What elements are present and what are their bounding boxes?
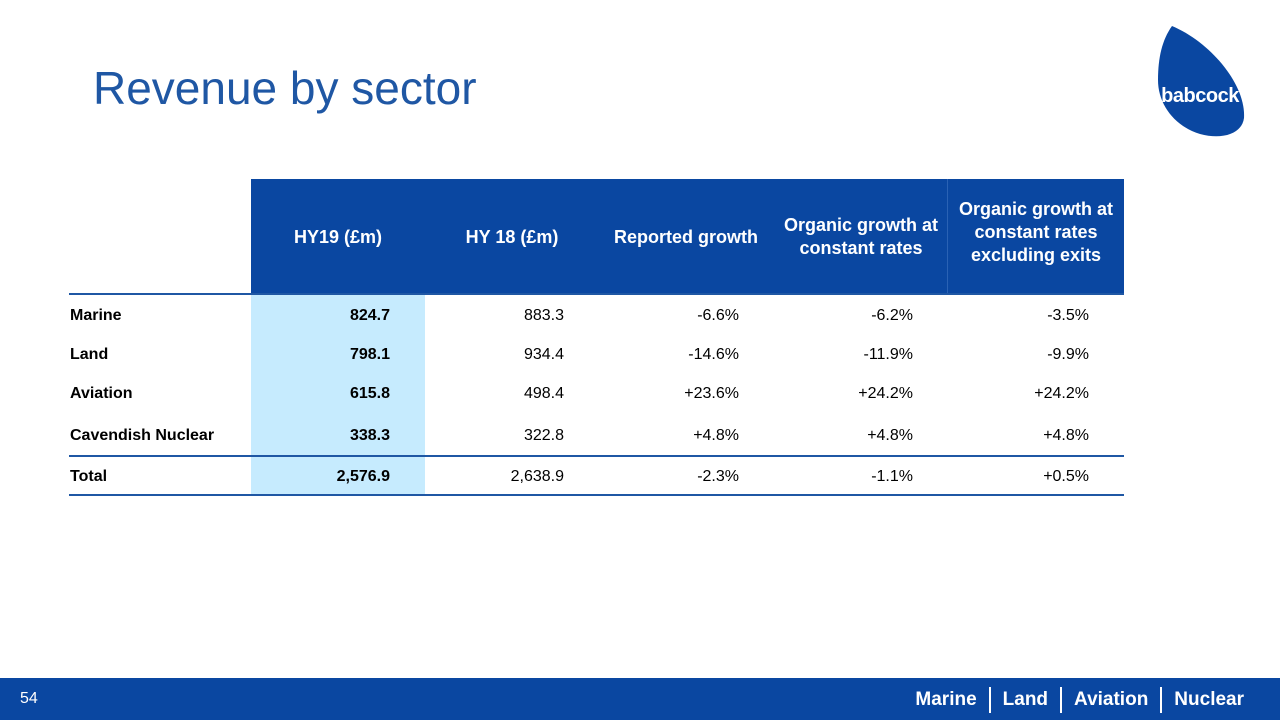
cell-reported: +4.8%	[693, 427, 739, 444]
page-number: 54	[20, 690, 38, 707]
cell-organic: -1.1%	[871, 468, 913, 485]
header-hy19: HY19 (£m)	[293, 226, 383, 247]
cell-organic-ex: -3.5%	[1047, 307, 1089, 324]
nav-separator	[1160, 687, 1163, 713]
header-hy18: HY 18 (£m)	[465, 226, 559, 247]
footer-bar	[0, 678, 1280, 720]
footer-nav-nuclear: Nuclear	[1174, 689, 1244, 710]
page-title: Revenue by sector	[93, 62, 477, 114]
cell-organic: +4.8%	[867, 427, 913, 444]
cell-hy19: 824.7	[349, 307, 390, 324]
babcock-logo	[1158, 26, 1245, 137]
cell-hy18: 322.8	[523, 427, 564, 444]
cell-hy19: 798.1	[349, 346, 390, 363]
footer-nav-aviation: Aviation	[1074, 689, 1149, 710]
cell-organic-ex: +24.2%	[1034, 385, 1089, 402]
row-label-cavendish-nuclear: Cavendish Nuclear	[70, 427, 215, 444]
cell-reported: +23.6%	[684, 385, 739, 402]
cell-hy18: 498.4	[523, 385, 564, 402]
cell-hy18: 934.4	[523, 346, 564, 363]
row-label-aviation: Aviation	[70, 385, 133, 402]
cell-reported: -14.6%	[688, 346, 739, 363]
cell-organic: -11.9%	[863, 346, 913, 363]
cell-organic-ex: +4.8%	[1043, 427, 1089, 444]
footer-sector-nav: Marine Land Aviation Nuclear	[915, 686, 1244, 714]
row-label-land: Land	[70, 346, 109, 363]
cell-organic: -6.2%	[871, 307, 913, 324]
footer-nav-land: Land	[1002, 689, 1049, 710]
cell-reported: -2.3%	[697, 468, 739, 485]
cell-hy19: 2,576.9	[336, 468, 390, 485]
nav-separator	[1060, 687, 1063, 713]
header-organic-growth-excl-exits: Organic growth at constant rates excludi…	[958, 198, 1113, 265]
cell-organic-ex: -9.9%	[1047, 346, 1089, 363]
total-top-rule	[69, 455, 1124, 457]
cell-organic-ex: +0.5%	[1043, 468, 1089, 485]
nav-separator	[988, 687, 991, 713]
cell-hy18: 883.3	[523, 307, 564, 324]
hy19-highlight-column	[251, 294, 425, 494]
cell-hy19: 615.8	[349, 385, 390, 402]
header-divider	[947, 179, 948, 295]
footer-nav-marine: Marine	[915, 689, 977, 710]
total-bottom-rule	[69, 494, 1124, 496]
cell-hy19: 338.3	[349, 427, 390, 444]
header-rule	[69, 293, 1124, 295]
table-header-band	[251, 179, 1124, 295]
header-reported-growth: Reported growth	[614, 226, 758, 247]
cell-reported: -6.6%	[697, 307, 739, 324]
header-organic-growth: Organic growth at constant rates	[783, 215, 938, 258]
cell-organic: +24.2%	[858, 385, 913, 402]
cell-hy18: 2,638.9	[510, 468, 564, 485]
row-label-marine: Marine	[70, 307, 122, 324]
logo-text: babcock	[1161, 85, 1239, 107]
row-label-total: Total	[70, 468, 108, 485]
